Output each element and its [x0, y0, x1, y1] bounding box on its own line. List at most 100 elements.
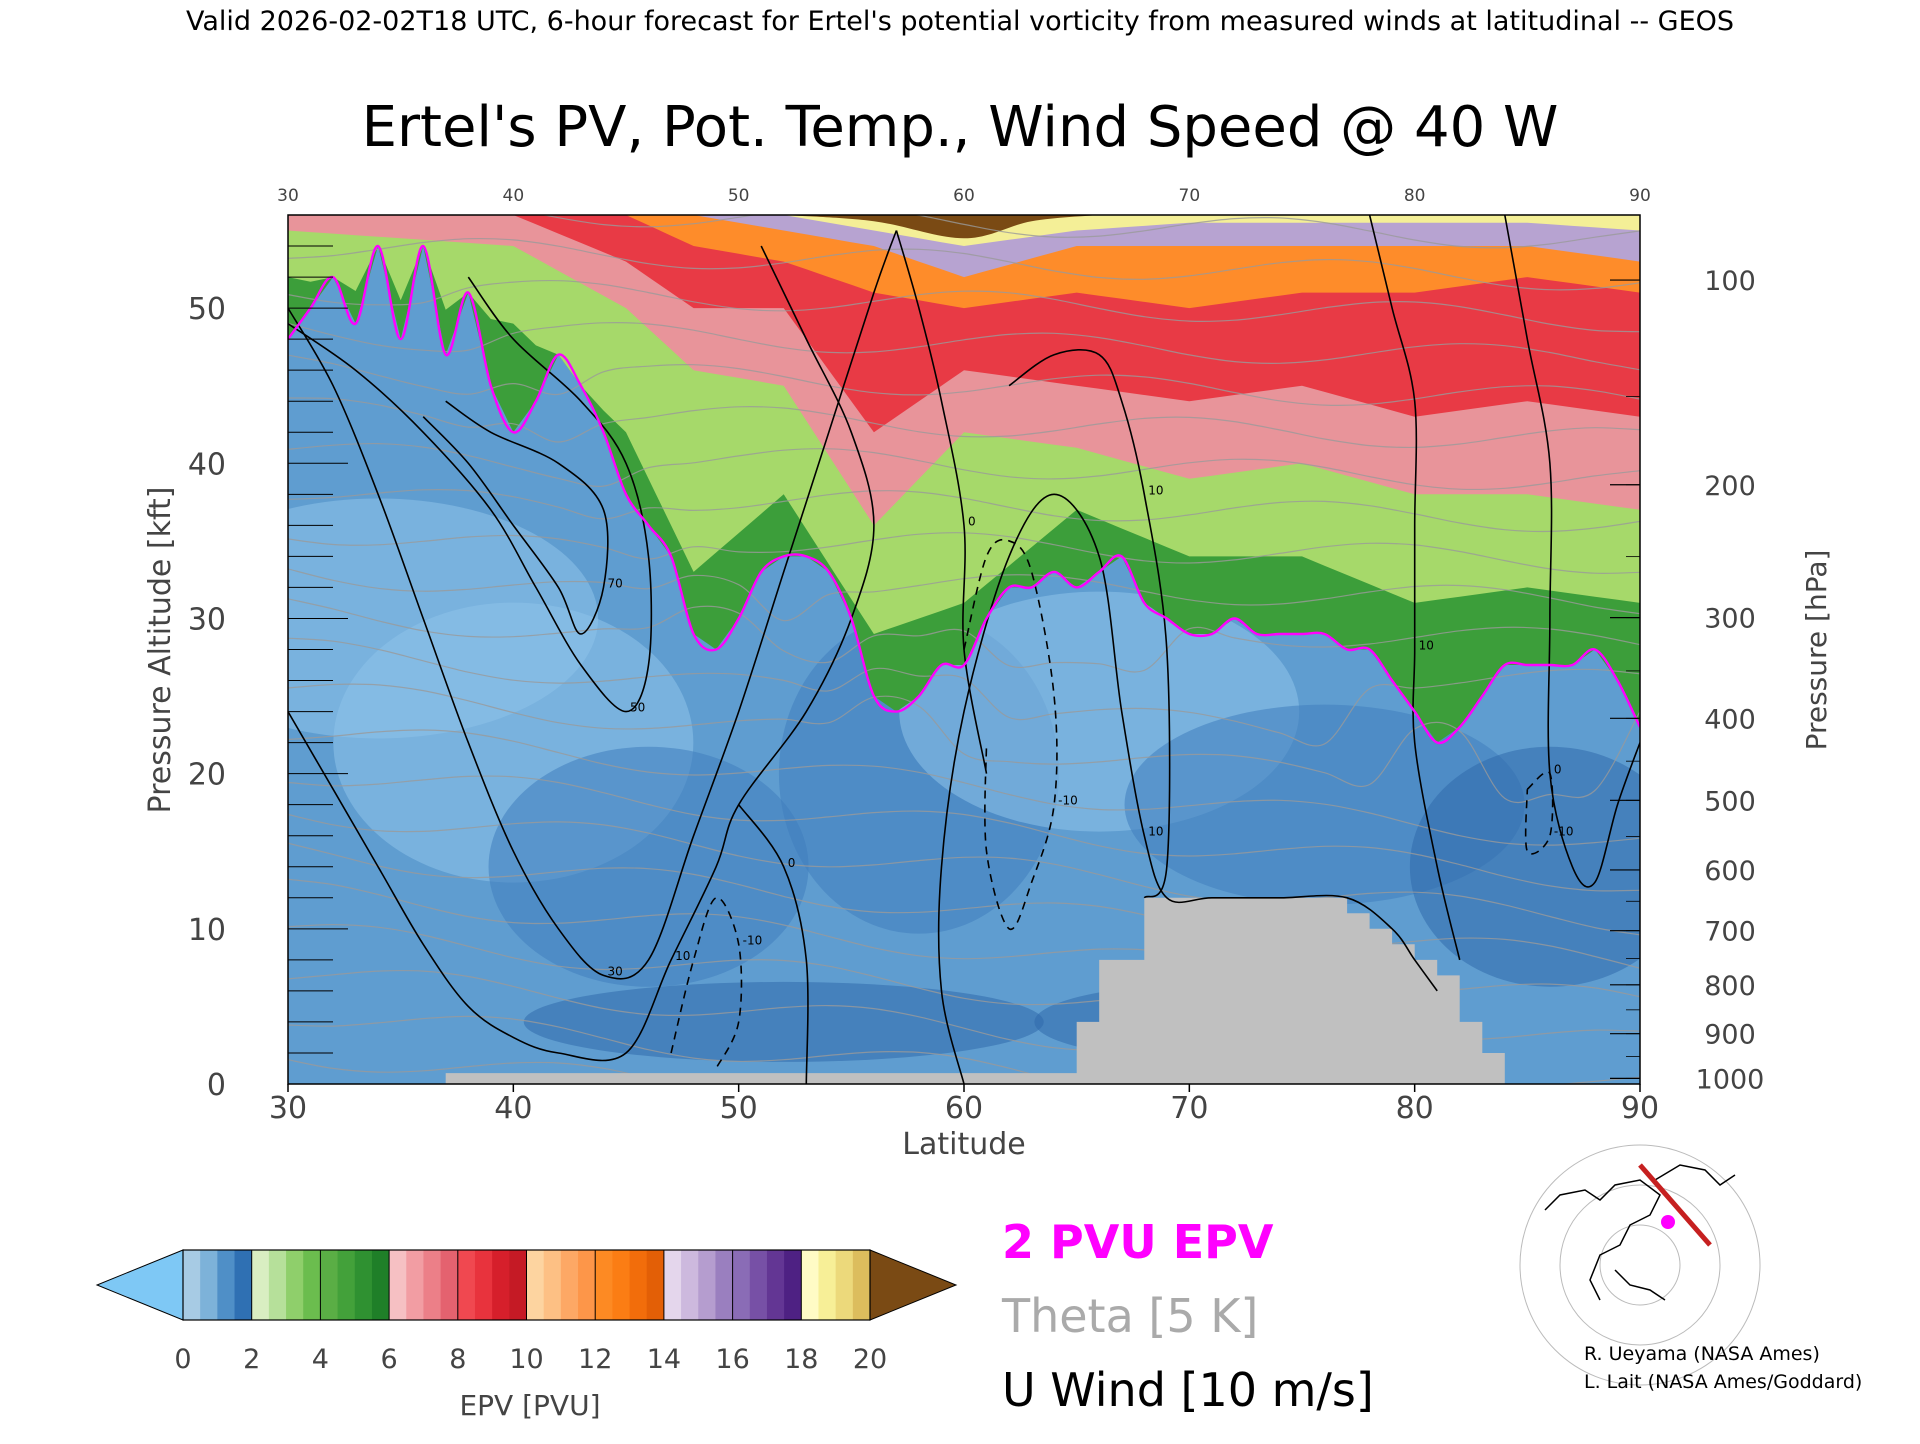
pressure-tick-label: 500: [1704, 786, 1756, 817]
x-tick-label: 70: [1170, 1091, 1208, 1126]
colorbar-tick-label: 2: [243, 1344, 260, 1375]
colorbar-swatch: [715, 1250, 734, 1320]
u-wind-contour: [895, 230, 988, 774]
colorbar-tick-label: 10: [509, 1344, 543, 1375]
u-wind-contour: [670, 896, 743, 1069]
inset-map-section-line: [1638, 1163, 1712, 1247]
y-tick-label: 30: [188, 602, 226, 637]
theta-contour: [288, 1015, 1073, 1084]
pressure-tick-label: 600: [1704, 856, 1756, 887]
theta-contour: [288, 237, 1640, 291]
u-wind-contour-label: 10: [675, 949, 690, 963]
colorbar-swatch: [371, 1250, 390, 1320]
colorbar-tick-label: 14: [647, 1344, 681, 1375]
colorbar-swatch: [423, 1250, 442, 1320]
u-wind-contour: [1368, 215, 1461, 961]
pressure-tick-label: 900: [1704, 1020, 1756, 1051]
inset-map-graticule: [1519, 1144, 1761, 1386]
colorbar-swatch: [749, 1250, 768, 1320]
colorbar-swatch: [286, 1250, 304, 1320]
u-wind-contour-label: 10: [1419, 639, 1434, 653]
colorbar-swatch: [766, 1250, 785, 1320]
credit-line-2: L. Lait (NASA Ames/Goddard): [1584, 1371, 1862, 1393]
credit-line-1: R. Ueyama (NASA Ames): [1584, 1343, 1820, 1365]
pv-layer-14: [288, 215, 1640, 278]
colorbar-swatch: [234, 1250, 253, 1320]
colorbar-tick-label: 0: [174, 1344, 191, 1375]
u-wind-contour-label: 0: [788, 856, 796, 870]
u-wind-contour-label: -10: [1058, 794, 1078, 808]
terrain: [288, 897, 1640, 1084]
u-wind-contour: [937, 493, 1438, 1084]
u-wind-contour-label: 0: [968, 514, 976, 528]
inset-map-coastline: [1654, 1164, 1736, 1186]
u-wind-contour-label: 70: [607, 576, 622, 590]
y-tick-label: 40: [188, 447, 226, 482]
colorbar-swatch: [303, 1250, 321, 1320]
y-tick-label: 20: [188, 758, 226, 793]
y-tick-label: 10: [188, 913, 226, 948]
y-axis-label-right: Pressure [hPa]: [1800, 550, 1833, 751]
theta-contour: [288, 321, 1640, 371]
plot-area: 50 70 30 10 0 10 10 0 -10 -10 10 0 -10: [288, 215, 1640, 1084]
u-wind-contour-label: -10: [743, 933, 763, 947]
pressure-tick-label: 1000: [1696, 1064, 1765, 1095]
colorbar-under-arrow: [95, 1249, 184, 1321]
colorbar-tick-label: 12: [578, 1344, 612, 1375]
colorbar: 0 2 4 6 8 10 12 14 16 18 20: [95, 1249, 958, 1375]
colorbar-swatch: [646, 1250, 665, 1320]
colorbar-frame: [182, 1249, 871, 1321]
pressure-tick-label: 100: [1704, 266, 1756, 297]
theta-contour: [288, 1059, 673, 1084]
troposphere-patch: [1409, 746, 1640, 987]
u-wind-contour: [738, 804, 809, 1084]
colorbar-swatch: [509, 1250, 527, 1320]
colorbar-swatch: [251, 1250, 270, 1320]
y-axis-label-left: Pressure Altitude [kft]: [143, 487, 178, 814]
colorbar-swatch: [200, 1250, 218, 1320]
inset-map-coastline: [1544, 1179, 1661, 1301]
inset-location-map: [1519, 1144, 1761, 1386]
u-wind-contour: [288, 230, 898, 980]
troposphere-patch: [488, 746, 809, 987]
colorbar-tick-label: 16: [715, 1344, 749, 1375]
inset-map-background: [1540, 1152, 1740, 1302]
u-wind-contour-label: 10: [1148, 825, 1163, 839]
pressure-tick-label: 400: [1704, 704, 1756, 735]
top-tick-label: 70: [1179, 186, 1201, 206]
x-tick-label: 40: [494, 1091, 532, 1126]
u-wind-contours: 50 70 30 10 0 10 10 0 -10 -10 10 0 -10: [288, 215, 1640, 1084]
theta-contour: [288, 842, 1640, 969]
colorbar-swatch: [268, 1250, 287, 1320]
tropopause-2pvu: [288, 244, 1640, 745]
y-tick-label: 0: [207, 1068, 226, 1103]
colorbar-swatch: [440, 1250, 459, 1320]
colorbar-swatch: [543, 1250, 562, 1320]
colorbar-swatch: [852, 1250, 871, 1320]
colorbar-tick-label: 8: [449, 1344, 466, 1375]
pressure-tick-label: 700: [1704, 917, 1756, 948]
colorbar-swatch: [835, 1250, 854, 1320]
colorbar-tick-label: 18: [784, 1344, 818, 1375]
u-wind-contour: [1504, 215, 1640, 888]
u-wind-contour: [422, 400, 609, 635]
colorbar-swatch: [612, 1250, 631, 1320]
inset-map-coastline: [1614, 1269, 1666, 1301]
x-tick-label: 90: [1621, 1091, 1659, 1126]
theta-contour: [288, 813, 1640, 936]
inset-map-marker: [1661, 1215, 1675, 1229]
u-wind-contour-label: 50: [630, 701, 645, 715]
pressure-tick-label: 300: [1704, 604, 1756, 635]
colorbar-tick-label: 4: [312, 1344, 329, 1375]
theta-contour: [288, 683, 1640, 804]
theta-contour: [288, 729, 1640, 846]
u-wind-contour: [288, 276, 653, 713]
colorbar-swatch: [320, 1250, 339, 1320]
u-wind-contour: [288, 245, 875, 1062]
x-axis-label: Latitude: [902, 1127, 1025, 1162]
top-tick-label: 40: [503, 186, 525, 206]
colorbar-swatch: [818, 1250, 837, 1320]
